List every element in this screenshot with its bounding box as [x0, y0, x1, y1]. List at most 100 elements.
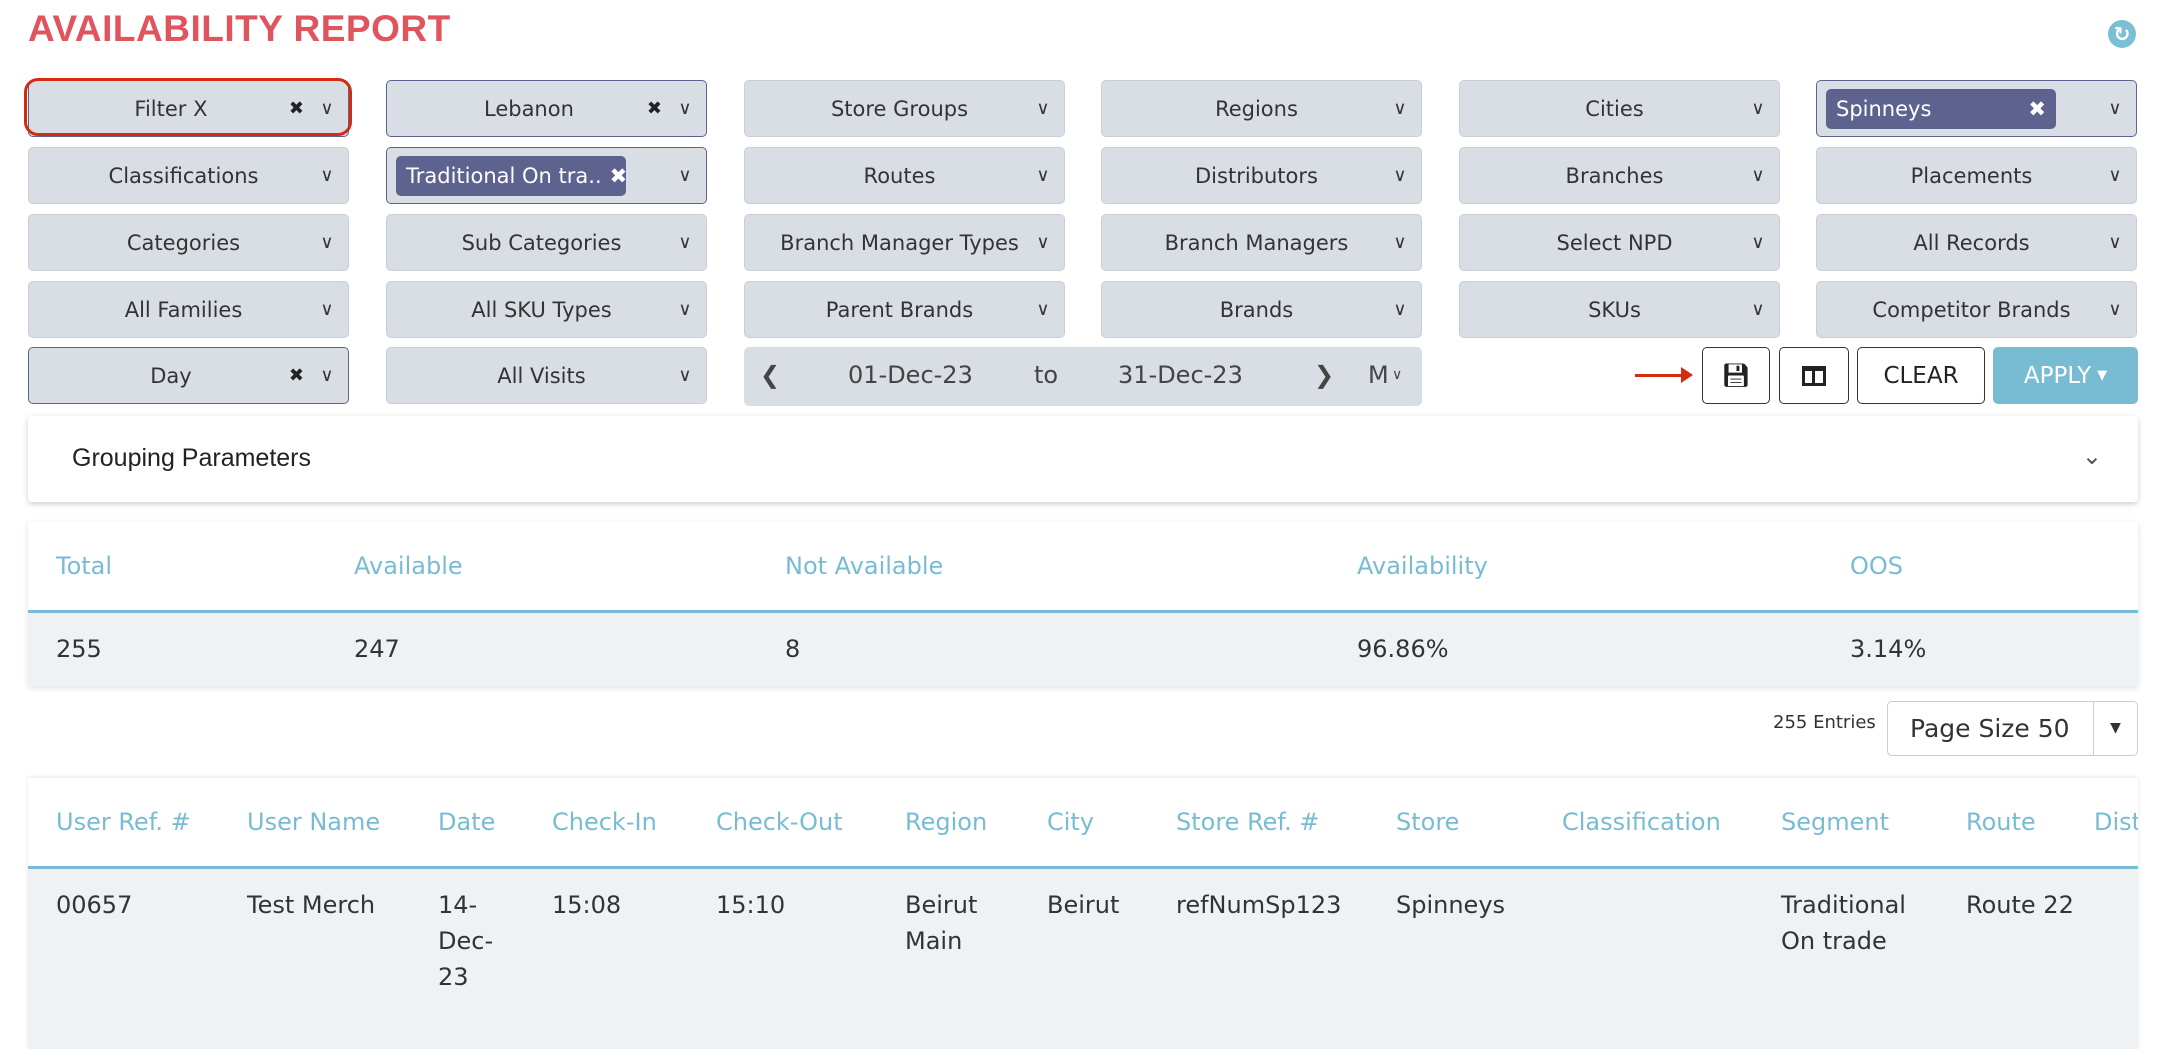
summary-header-cell: OOS: [1850, 552, 1904, 580]
apply-button[interactable]: APPLY ▼: [1993, 347, 2138, 404]
table-cell: 00657: [56, 891, 133, 919]
filter-label: All Visits: [497, 363, 586, 388]
filter-dropdown[interactable]: Lebanon ✖ ∨: [386, 80, 707, 137]
filter-dropdown[interactable]: Branch Manager Types ∨: [744, 214, 1065, 271]
filter-label: Lebanon: [483, 96, 574, 121]
filter-label: Distributors: [1195, 163, 1318, 188]
table-header: User Ref. # User Name Date Check-In Check-Ou…: [28, 778, 2138, 869]
selected-chip: Spinneys ✖: [1826, 88, 2056, 129]
arrow-annotation: [1635, 367, 1693, 383]
next-period-icon[interactable]: ❯: [1314, 361, 1335, 389]
filter-dropdown[interactable]: Placements ∨: [1816, 147, 2137, 204]
filter-dropdown[interactable]: Competitor Brands ∨: [1816, 281, 2137, 338]
column-header[interactable]: Store: [1396, 808, 1460, 836]
filter-label: Store Groups: [830, 96, 969, 121]
caret-down-icon[interactable]: ▼: [2093, 702, 2137, 755]
column-header[interactable]: User Ref. #: [56, 808, 191, 836]
filter-label: Regions: [1215, 96, 1298, 121]
filter-dropdown[interactable]: Regions ∨: [1101, 80, 1422, 137]
filter-label: Classifications: [108, 163, 259, 188]
chevron-down-icon: ∨: [678, 98, 692, 119]
column-header[interactable]: Store Ref. #: [1176, 808, 1320, 836]
filter-dropdown[interactable]: All SKU Types ∨: [386, 281, 707, 338]
chevron-down-icon: ∨: [1392, 367, 1403, 383]
filter-dropdown[interactable]: Select NPD ∨: [1459, 214, 1780, 271]
date-to[interactable]: 31-Dec-23: [1118, 361, 1243, 389]
refresh-icon[interactable]: ↻: [2108, 20, 2136, 48]
filter-dropdown[interactable]: Traditional On tra.. ✖ ∨: [386, 147, 707, 204]
date-range-picker[interactable]: ❮ 01-Dec-23 to 31-Dec-23 ❯ M ∨: [744, 347, 1422, 406]
column-header[interactable]: City: [1047, 808, 1095, 836]
filter-dropdown[interactable]: Routes ∨: [744, 147, 1065, 204]
filter-dropdown[interactable]: All Records ∨: [1816, 214, 2137, 271]
filter-label: Brands: [1219, 297, 1294, 322]
chevron-down-icon: ∨: [320, 165, 334, 186]
chevron-down-icon: ∨: [678, 165, 692, 186]
table-row[interactable]: 00657 Test Merch 14-Dec-23 15:08 15:10 Beirut…: [28, 869, 2138, 1049]
filter-dropdown[interactable]: SKUs ∨: [1459, 281, 1780, 338]
summary-row: 255 247 8 96.86% 3.14%: [28, 613, 2138, 686]
table-cell: 14-Dec-23: [438, 891, 494, 991]
filter-dropdown[interactable]: Classifications ∨: [28, 147, 349, 204]
filter-dropdown[interactable]: Spinneys ✖ ∨: [1816, 80, 2137, 137]
entries-count: 255 Entries: [1773, 712, 1876, 733]
chevron-down-icon[interactable]: ⌄: [2081, 442, 2102, 470]
filter-dropdown[interactable]: Distributors ∨: [1101, 147, 1422, 204]
chevron-down-icon: ∨: [1751, 232, 1765, 253]
period-select[interactable]: M: [1368, 361, 1389, 389]
filter-dropdown[interactable]: Brands ∨: [1101, 281, 1422, 338]
filter-dropdown[interactable]: Filter X ✖ ∨: [28, 80, 349, 137]
table-cell: refNumSp123: [1176, 891, 1342, 919]
filter-label: All Families: [124, 297, 243, 322]
filter-label: Categories: [126, 230, 241, 255]
column-header[interactable]: Dist: [2094, 808, 2138, 836]
chevron-down-icon: ∨: [1393, 165, 1407, 186]
column-header[interactable]: Check-Out: [716, 808, 843, 836]
column-header[interactable]: Date: [438, 808, 496, 836]
column-header[interactable]: Region: [905, 808, 988, 836]
clear-button[interactable]: CLEAR: [1857, 347, 1985, 404]
filter-dropdown[interactable]: Day ✖ ∨: [28, 347, 349, 404]
filter-label: Day: [150, 363, 192, 388]
prev-period-icon[interactable]: ❮: [760, 361, 781, 389]
filter-dropdown[interactable]: Sub Categories ∨: [386, 214, 707, 271]
filter-dropdown[interactable]: Branch Managers ∨: [1101, 214, 1422, 271]
filter-dropdown[interactable]: Categories ∨: [28, 214, 349, 271]
remove-chip-icon[interactable]: ✖: [2028, 96, 2046, 121]
filter-dropdown[interactable]: All Families ∨: [28, 281, 349, 338]
page-size-value: Page Size 50: [1910, 714, 2070, 743]
chevron-down-icon: ∨: [1036, 165, 1050, 186]
page-size-select[interactable]: Page Size 50 ▼: [1887, 701, 2138, 756]
table-cell: Traditional On trade: [1781, 891, 1906, 955]
grouping-parameters-panel[interactable]: Grouping Parameters ⌄: [28, 416, 2138, 502]
column-header[interactable]: Route: [1966, 808, 2036, 836]
filter-dropdown[interactable]: Cities ∨: [1459, 80, 1780, 137]
filter-dropdown[interactable]: Parent Brands ∨: [744, 281, 1065, 338]
column-header[interactable]: Classification: [1562, 808, 1721, 836]
clear-icon[interactable]: ✖: [646, 98, 662, 119]
date-from[interactable]: 01-Dec-23: [848, 361, 973, 389]
remove-chip-icon[interactable]: ✖: [609, 163, 628, 188]
save-button[interactable]: 💾︎: [1702, 347, 1770, 404]
chevron-down-icon: ∨: [678, 232, 692, 253]
chevron-down-icon: ∨: [320, 98, 334, 119]
columns-button[interactable]: [1779, 347, 1849, 404]
column-header[interactable]: Segment: [1781, 808, 1889, 836]
summary-header-cell: Total: [56, 552, 113, 580]
column-header[interactable]: User Name: [247, 808, 381, 836]
filter-label: Routes: [863, 163, 936, 188]
filter-label: Placements: [1910, 163, 2033, 188]
clear-icon[interactable]: ✖: [288, 98, 304, 119]
table-cell: Beirut Main: [905, 891, 978, 955]
clear-icon[interactable]: ✖: [288, 365, 304, 386]
apply-label: APPLY: [2023, 362, 2092, 389]
filter-dropdown[interactable]: Store Groups ∨: [744, 80, 1065, 137]
column-header[interactable]: Check-In: [552, 808, 657, 836]
chevron-down-icon: ∨: [1036, 299, 1050, 320]
summary-header-cell: Availability: [1357, 552, 1488, 580]
filter-dropdown[interactable]: Branches ∨: [1459, 147, 1780, 204]
filter-dropdown[interactable]: All Visits ∨: [386, 347, 707, 404]
filter-label: SKUs: [1588, 297, 1641, 322]
filter-label: Select NPD: [1556, 230, 1673, 255]
filter-label: All SKU Types: [471, 297, 612, 322]
